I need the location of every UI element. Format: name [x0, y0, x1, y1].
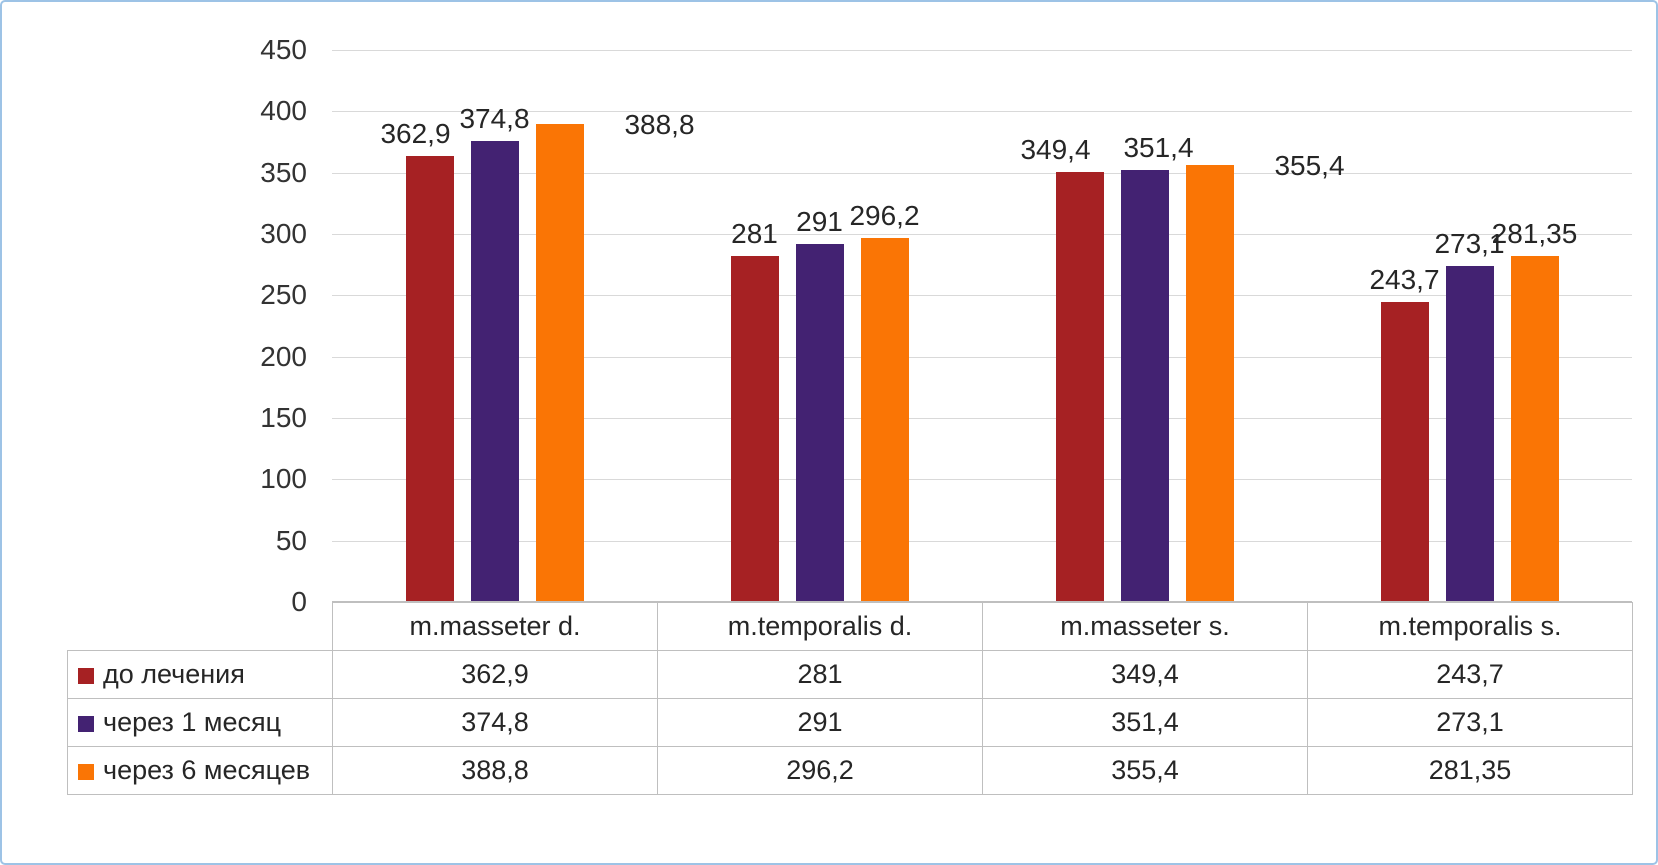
- legend-label: через 1 месяц: [103, 707, 282, 737]
- bar-s2-c2: [1185, 165, 1234, 601]
- y-axis-tick-label: 200: [260, 340, 307, 372]
- bar-s0-c3: [1380, 302, 1429, 601]
- value-cell: 351,4: [982, 698, 1308, 747]
- bar-s2-c0: [535, 124, 584, 601]
- bar-data-label: 281: [731, 218, 778, 250]
- gridline: [332, 540, 1632, 542]
- y-axis-tick-label: 250: [260, 279, 307, 311]
- legend-swatch: [78, 668, 94, 684]
- bar-s2-c3: [1510, 255, 1559, 601]
- value-cell: 281: [657, 650, 983, 699]
- value-cell: 355,4: [982, 746, 1308, 795]
- y-axis-tick-label: 300: [260, 218, 307, 249]
- y-axis-tick-label: 0: [291, 586, 307, 617]
- bar-data-label: 351,4: [1123, 131, 1194, 163]
- category-header-cell: m.masseter d.: [332, 602, 658, 651]
- gridline: [332, 172, 1632, 174]
- value-cell: 296,2: [657, 746, 983, 795]
- bar-data-label: 243,7: [1369, 264, 1440, 296]
- y-axis-tick-label: 450: [260, 34, 307, 65]
- table-row: через 1 месяц 374,8 291 351,4 273,1: [67, 698, 1633, 747]
- legend-label: до лечения: [103, 659, 245, 689]
- value-cell: 243,7: [1307, 650, 1633, 699]
- bar-data-label: 374,8: [459, 103, 530, 135]
- value-cell: 281,35: [1307, 746, 1633, 795]
- bar-data-label: 362,9: [380, 117, 451, 149]
- bar-s0-c1: [730, 256, 779, 601]
- table-row: через 6 месяцев 388,8 296,2 355,4 281,35: [67, 746, 1633, 795]
- gridline: [332, 356, 1632, 358]
- y-axis-tick-label: 400: [260, 95, 307, 127]
- bar-s1-c0: [470, 141, 519, 601]
- bar-s0-c2: [1055, 172, 1104, 601]
- gridline: [332, 111, 1632, 113]
- table-row: до лечения 362,9 281 349,4 243,7: [67, 650, 1633, 699]
- value-cell: 388,8: [332, 746, 658, 795]
- gridline: [332, 50, 1632, 51]
- bar-s2-c1: [860, 237, 909, 601]
- legend-swatch: [78, 764, 94, 780]
- y-axis-tick-label: 150: [260, 402, 307, 433]
- category-header-cell: m.temporalis d.: [657, 602, 983, 651]
- bar-data-label: 349,4: [1020, 134, 1091, 166]
- bar-data-label: 388,8: [624, 109, 695, 141]
- category-header-cell: m.temporalis s.: [1307, 602, 1633, 651]
- chart-data-table: m.masseter d. m.temporalis d. m.masseter s…: [67, 602, 1633, 795]
- legend-cell: до лечения: [67, 650, 333, 699]
- plot-area: 362,9 281 349,4 243,7 374,8 291 351,4 273,1 388,…: [332, 50, 1632, 602]
- legend-cell: через 1 месяц: [67, 698, 333, 747]
- gridline: [332, 418, 1632, 419]
- bar-data-label: 273,1: [1434, 227, 1505, 259]
- value-cell: 349,4: [982, 650, 1308, 699]
- value-cell: 374,8: [332, 698, 658, 747]
- bar-s1-c1: [795, 244, 844, 601]
- y-axis-tick-label: 350: [260, 156, 307, 188]
- legend-label: через 6 месяцев: [103, 755, 311, 785]
- gridline: [332, 479, 1632, 481]
- bar-data-label: 355,4: [1274, 150, 1345, 182]
- bar-data-label: 296,2: [849, 199, 920, 231]
- bar-s0-c0: [405, 155, 454, 601]
- bar-s1-c2: [1120, 169, 1169, 601]
- bar-s1-c3: [1445, 266, 1494, 601]
- legend-swatch: [78, 716, 94, 732]
- gridline: [332, 234, 1632, 235]
- gridline: [332, 295, 1632, 297]
- bar-data-label: 281,35: [1491, 217, 1578, 249]
- value-cell: 291: [657, 698, 983, 747]
- value-cell: 273,1: [1307, 698, 1633, 747]
- y-axis-tick-label: 100: [260, 463, 307, 495]
- legend-cell: через 6 месяцев: [67, 746, 333, 795]
- y-axis-tick-label: 50: [275, 524, 307, 556]
- category-header-cell: m.masseter s.: [982, 602, 1308, 651]
- value-cell: 362,9: [332, 650, 658, 699]
- bar-data-label: 291: [796, 206, 843, 238]
